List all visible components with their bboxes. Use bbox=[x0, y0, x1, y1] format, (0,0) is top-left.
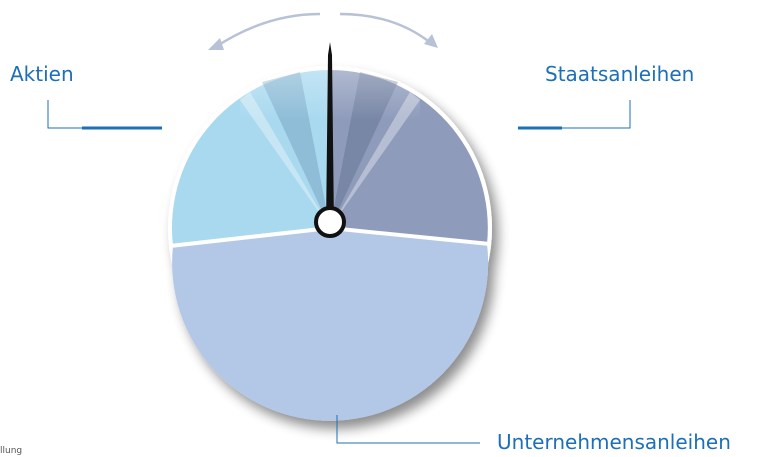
segment-unternehmensanleihen bbox=[172, 228, 488, 421]
leader-line bbox=[48, 100, 162, 128]
swing-arrow bbox=[214, 14, 320, 48]
label-aktien: Aktien bbox=[10, 62, 74, 86]
leader-line bbox=[337, 415, 480, 443]
label-staatsanleihen: Staatsanleihen bbox=[545, 62, 694, 86]
label-unternehmensanleihen: Unternehmensanleihen bbox=[497, 430, 731, 454]
dial-figure: Aktien Staatsanleihen Unternehmensanleih… bbox=[0, 0, 771, 457]
footnote: llung bbox=[0, 446, 22, 456]
swing-arrow bbox=[340, 14, 432, 44]
needle-hub bbox=[316, 208, 344, 236]
leader-line bbox=[518, 100, 630, 128]
arrow-head bbox=[208, 38, 224, 50]
